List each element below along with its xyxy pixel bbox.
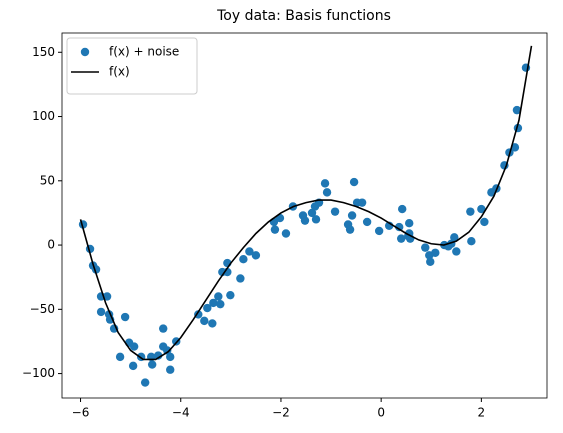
point: [374, 226, 384, 236]
point: [163, 346, 172, 355]
point: [347, 211, 357, 220]
point: [450, 233, 459, 242]
point: [203, 303, 212, 313]
point: [394, 222, 404, 232]
y-tick-label: −100: [22, 366, 55, 380]
point: [311, 215, 321, 224]
x-tick-label: −6: [72, 406, 90, 420]
point: [345, 225, 355, 234]
point: [466, 207, 475, 216]
point: [281, 229, 291, 238]
y-tick-label: 150: [32, 45, 55, 59]
point: [426, 257, 435, 266]
point: [166, 352, 175, 362]
point: [300, 216, 310, 225]
point: [452, 247, 461, 256]
point: [128, 361, 138, 371]
legend-label: f(x): [109, 65, 130, 79]
y-tick-label: 50: [40, 173, 55, 187]
point: [349, 177, 359, 187]
point: [421, 243, 430, 252]
point: [147, 360, 157, 369]
point: [209, 298, 218, 308]
point: [307, 208, 317, 218]
point: [129, 342, 139, 351]
legend-box: [66, 37, 198, 95]
point: [270, 225, 280, 234]
point: [96, 307, 106, 317]
point: [226, 290, 235, 300]
x-tick-label: 2: [478, 406, 486, 420]
point: [320, 179, 330, 188]
point: [405, 219, 414, 228]
legend-marker: [80, 47, 90, 57]
legend-label: f(x) + noise: [109, 45, 179, 59]
point: [467, 237, 476, 246]
x-tick-label: 0: [377, 406, 385, 420]
point: [322, 188, 332, 197]
point: [396, 234, 406, 243]
y-tick-label: 0: [47, 238, 55, 252]
point: [330, 207, 340, 216]
point: [115, 352, 125, 362]
point: [236, 274, 245, 283]
point: [357, 198, 367, 207]
point: [214, 292, 223, 301]
x-tick-label: −2: [272, 406, 290, 420]
x-tick-label: −4: [172, 406, 190, 420]
point: [239, 254, 248, 264]
point: [480, 217, 489, 227]
point: [398, 204, 407, 214]
point: [200, 316, 209, 326]
point: [216, 299, 225, 309]
point: [208, 319, 217, 328]
point: [140, 378, 150, 387]
point: [120, 312, 130, 322]
y-tick-label: 100: [32, 109, 55, 123]
point: [159, 324, 168, 333]
plot-frame: [61, 32, 548, 399]
line: [79, 45, 533, 361]
point: [166, 365, 175, 374]
point: [512, 105, 522, 115]
point: [245, 247, 254, 256]
chart-title: Toy data: Basis functions: [216, 8, 391, 24]
point: [477, 204, 486, 214]
point: [251, 251, 261, 260]
point: [153, 351, 163, 360]
y-tick-label: −50: [30, 302, 55, 316]
point: [362, 217, 372, 227]
point: [431, 248, 440, 257]
